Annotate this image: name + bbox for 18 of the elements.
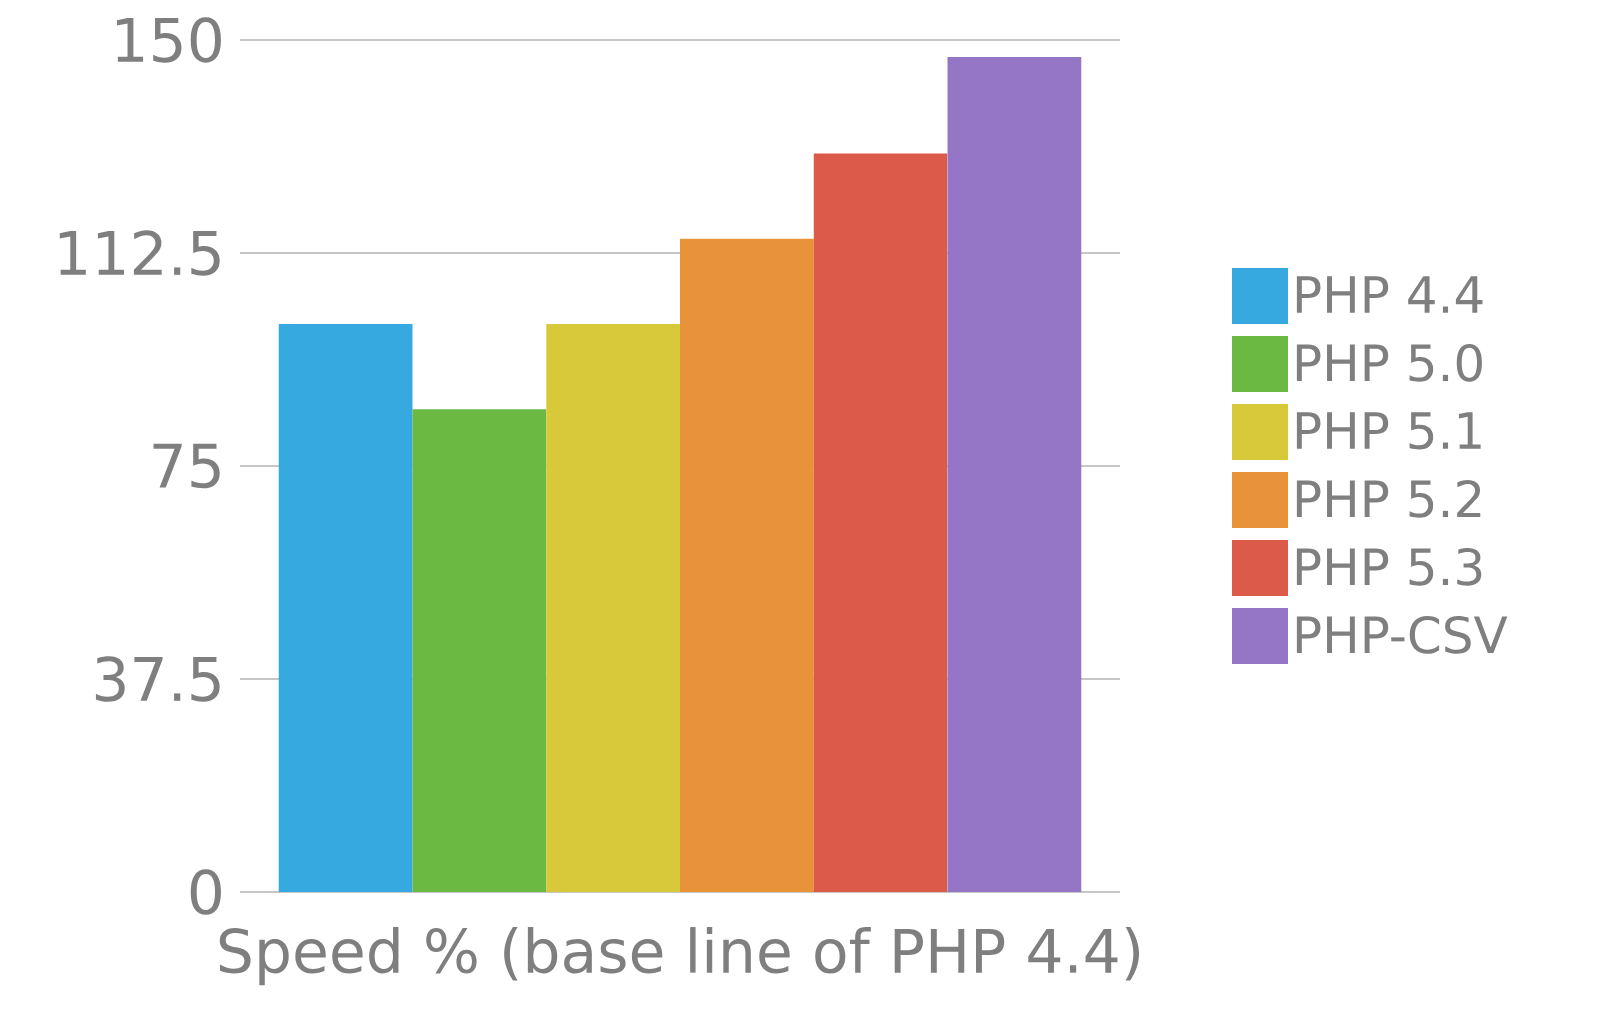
y-tick-label: 150 <box>117 17 221 63</box>
legend-label: PHP 5.1 <box>1296 412 1481 450</box>
bar <box>278 323 413 892</box>
legend-label: PHP-CSV <box>1296 615 1508 654</box>
y-tick-label: 37.5 <box>95 656 220 702</box>
legend-label: PHP 5.0 <box>1296 343 1482 382</box>
y-tick-label: 0 <box>190 869 221 915</box>
y-tick-label: 112.5 <box>59 230 220 276</box>
bar <box>680 238 814 892</box>
legend-label: PHP 5.2 <box>1296 479 1481 518</box>
legend-label: PHP 5.3 <box>1296 547 1482 586</box>
bar <box>412 409 547 892</box>
y-tick-label: 75 <box>153 443 220 489</box>
bar <box>546 323 680 892</box>
x-axis-title: Speed % (base line of PHP 4.4) <box>219 927 1140 986</box>
bar <box>813 153 948 892</box>
legend-label: PHP 4.4 <box>1296 276 1483 313</box>
bar <box>947 57 1082 892</box>
